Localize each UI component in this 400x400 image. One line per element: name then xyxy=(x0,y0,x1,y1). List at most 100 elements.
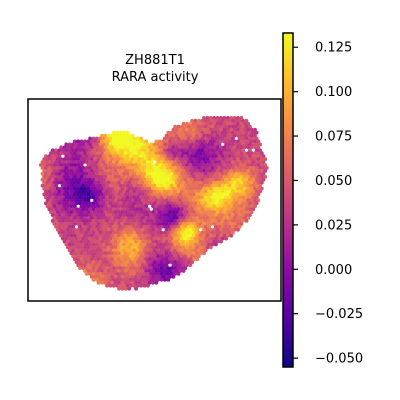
spot xyxy=(161,198,166,203)
spot xyxy=(200,166,205,170)
spot xyxy=(81,266,86,270)
spot xyxy=(76,216,81,220)
spot xyxy=(125,171,130,176)
spot xyxy=(59,169,64,173)
spot xyxy=(135,160,140,165)
spot xyxy=(123,169,128,173)
spot xyxy=(253,127,257,132)
spot xyxy=(203,124,208,129)
spot xyxy=(61,236,65,241)
spot xyxy=(157,216,162,220)
spot xyxy=(103,174,108,179)
spot xyxy=(156,224,161,229)
spot xyxy=(98,277,103,282)
spot xyxy=(139,213,144,218)
spot xyxy=(181,145,186,150)
spot xyxy=(118,166,123,170)
spot xyxy=(54,189,58,194)
spot xyxy=(220,124,225,129)
spot xyxy=(171,227,176,232)
spot xyxy=(151,257,155,262)
spot xyxy=(140,151,145,156)
spot xyxy=(248,201,252,206)
spot xyxy=(215,121,220,126)
spot xyxy=(237,130,242,135)
spot xyxy=(173,195,178,200)
spot xyxy=(147,216,152,220)
spot xyxy=(72,216,77,220)
spot xyxy=(224,201,229,206)
spot xyxy=(149,254,154,259)
spot xyxy=(120,257,125,262)
spot xyxy=(248,160,252,165)
spot xyxy=(135,166,140,170)
spot xyxy=(112,283,116,288)
spot xyxy=(241,183,246,188)
spot xyxy=(168,239,172,244)
spot xyxy=(113,210,118,215)
spot xyxy=(123,133,128,138)
spot xyxy=(157,239,162,244)
spot xyxy=(83,216,87,220)
spot xyxy=(122,248,126,253)
spot xyxy=(106,169,111,173)
spot xyxy=(132,136,137,141)
spot xyxy=(215,222,220,226)
spot xyxy=(253,198,257,203)
spot xyxy=(197,224,201,229)
spot xyxy=(151,275,155,279)
spot xyxy=(236,186,240,191)
spot xyxy=(236,121,240,126)
spot xyxy=(117,275,121,279)
spot xyxy=(108,266,113,270)
spot xyxy=(190,248,195,253)
spot xyxy=(112,177,116,182)
spot xyxy=(106,216,111,220)
spot xyxy=(76,151,81,156)
spot xyxy=(178,239,183,244)
spot xyxy=(149,219,154,223)
spot xyxy=(198,245,203,250)
spot xyxy=(202,157,206,162)
spot xyxy=(220,213,225,218)
spot xyxy=(210,154,215,159)
spot xyxy=(61,189,65,194)
spot xyxy=(125,277,130,282)
spot xyxy=(190,130,195,135)
spot xyxy=(164,151,169,156)
spot xyxy=(130,216,135,220)
spot xyxy=(101,213,106,218)
spot xyxy=(178,174,183,179)
spot xyxy=(219,198,223,203)
spot xyxy=(239,174,244,179)
spot xyxy=(55,222,60,226)
spot xyxy=(125,160,130,165)
spot xyxy=(156,254,161,259)
spot xyxy=(132,148,137,153)
spot xyxy=(157,222,162,226)
spot xyxy=(171,133,176,138)
spot xyxy=(166,201,171,206)
spot xyxy=(98,189,103,194)
spot xyxy=(207,224,212,229)
spot xyxy=(88,236,92,241)
spot xyxy=(203,136,208,141)
spot xyxy=(244,183,249,188)
spot xyxy=(49,186,53,191)
spot xyxy=(122,242,126,247)
spot xyxy=(207,130,212,135)
spot xyxy=(186,183,191,188)
spot xyxy=(152,219,157,223)
spot xyxy=(197,118,201,123)
spot xyxy=(47,201,52,206)
spot xyxy=(214,142,218,147)
spot xyxy=(135,224,140,229)
spot xyxy=(101,207,106,212)
spot xyxy=(166,177,171,182)
spot xyxy=(144,280,149,285)
spot xyxy=(142,230,147,235)
spot xyxy=(161,275,166,279)
spot xyxy=(205,151,210,156)
spot xyxy=(129,195,133,200)
spot xyxy=(195,216,200,220)
